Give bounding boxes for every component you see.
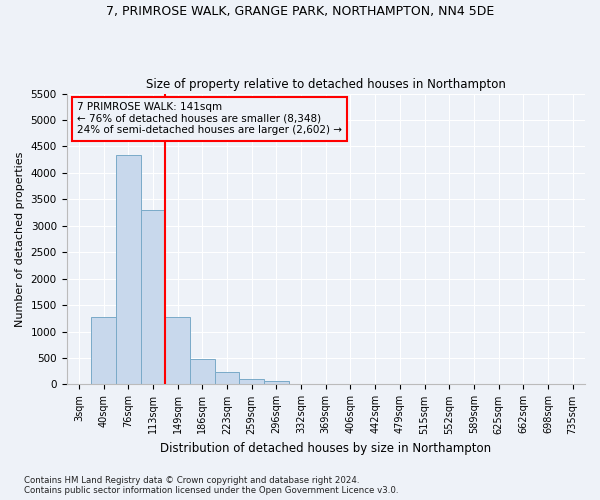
X-axis label: Distribution of detached houses by size in Northampton: Distribution of detached houses by size …: [160, 442, 491, 455]
Text: 7, PRIMROSE WALK, GRANGE PARK, NORTHAMPTON, NN4 5DE: 7, PRIMROSE WALK, GRANGE PARK, NORTHAMPT…: [106, 5, 494, 18]
Bar: [91, 318, 116, 384]
Bar: [215, 372, 239, 384]
Text: 7 PRIMROSE WALK: 141sqm
← 76% of detached houses are smaller (8,348)
24% of semi: 7 PRIMROSE WALK: 141sqm ← 76% of detache…: [77, 102, 342, 136]
Bar: [140, 210, 165, 384]
Text: Contains HM Land Registry data © Crown copyright and database right 2024.
Contai: Contains HM Land Registry data © Crown c…: [24, 476, 398, 495]
Bar: [239, 379, 264, 384]
Title: Size of property relative to detached houses in Northampton: Size of property relative to detached ho…: [146, 78, 506, 91]
Bar: [190, 359, 215, 384]
Bar: [264, 381, 289, 384]
Bar: [116, 155, 140, 384]
Bar: [165, 316, 190, 384]
Y-axis label: Number of detached properties: Number of detached properties: [15, 152, 25, 326]
